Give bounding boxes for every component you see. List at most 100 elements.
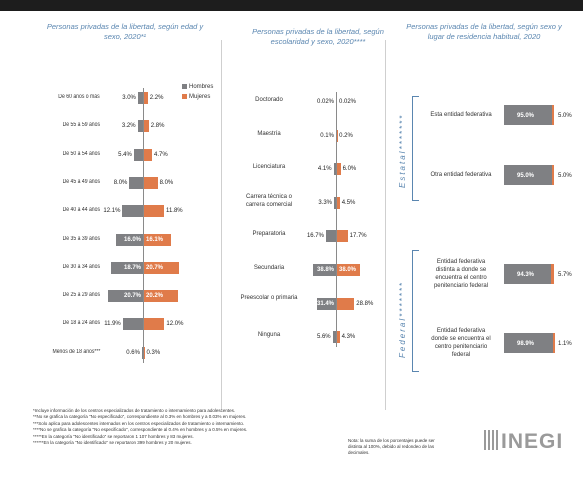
bar-female	[551, 264, 554, 284]
category-label: De 45 a 49 años	[62, 178, 100, 185]
bar-male	[141, 346, 143, 359]
category-label: Entidad federativa donde se encuentra el…	[431, 328, 491, 358]
bar-male	[332, 331, 336, 344]
bar-female	[337, 297, 355, 310]
bar-label-female: 17.7%	[349, 233, 367, 240]
bar-female	[144, 92, 148, 104]
footnote: *****En la categoría "No identificado" s…	[33, 433, 194, 439]
federal-bracket	[412, 250, 419, 372]
federal-group-label: Federal*******	[398, 281, 407, 358]
bar-label-female: 5.0%	[558, 113, 572, 119]
bar-male	[504, 165, 552, 185]
bar-label-female: 16.1%	[146, 236, 164, 243]
bar-label-female: 1.1%	[558, 341, 572, 347]
rounding-note: Nota: la suma de los porcentajes puede s…	[348, 438, 435, 455]
bar-label-female: 0.3%	[146, 349, 161, 356]
bar-label-male: 4.1%	[317, 166, 332, 173]
bar-female	[551, 105, 554, 125]
footnote: *Incluye información de los centros espe…	[33, 408, 236, 413]
bar-label-female: 20.7%	[146, 264, 164, 271]
category-label: De 40 a 44 años	[62, 207, 100, 214]
center-axis	[336, 92, 337, 348]
divider-2	[385, 40, 386, 410]
bar-female	[337, 264, 360, 276]
bar-label-male: 31.4%	[316, 300, 334, 307]
bar-male	[111, 261, 143, 274]
category-label: De 30 a 34 años	[62, 263, 100, 270]
bar-label-female: 0.2%	[339, 132, 353, 139]
center-axis	[143, 88, 144, 363]
bar-label-female: 20.2%	[146, 293, 164, 300]
bar-label-female: 11.8%	[166, 208, 183, 215]
footnote: ****No se grafica la categoría "No espec…	[33, 427, 248, 433]
bar-label-male: 38.8%	[316, 267, 334, 273]
legend-female: Mujeres	[182, 94, 213, 100]
category-label: Menos de 18 años***	[52, 348, 100, 355]
bar-male	[133, 148, 143, 161]
category-label: Licenciatura	[252, 164, 286, 171]
bar-label-female: 38.0%	[339, 267, 357, 273]
bar-label-male: 8.0%	[113, 179, 128, 186]
inegi-logo: INEGI	[484, 430, 563, 454]
bar-female	[337, 163, 341, 176]
bar-male	[334, 196, 336, 209]
top-bar	[0, 0, 583, 11]
bar-female	[551, 165, 554, 185]
bar-male	[137, 92, 143, 104]
footnote: ***Solo aplica para adolescentes interna…	[33, 420, 245, 426]
category-label: Secundaria	[253, 265, 285, 271]
bar-label-male: 3.2%	[121, 123, 136, 130]
category-label: Otra entidad federativa	[430, 172, 492, 178]
estatal-group-label: Estatal*******	[398, 113, 407, 188]
bar-label-female: 2.8%	[150, 123, 165, 130]
bar-label-female: 0.02%	[339, 99, 357, 105]
bar-label-male: 3.0%	[122, 95, 136, 101]
bar-label-male: 98.9%	[517, 341, 535, 347]
bar-label-female: 4.7%	[153, 151, 168, 158]
bar-label-female: 8.0%	[159, 179, 174, 186]
bar-label-female: 5.7%	[558, 272, 572, 278]
bar-male	[325, 230, 336, 243]
category-label: De 55 a 59 años	[62, 122, 100, 129]
bar-label-male: 16.7%	[306, 233, 324, 240]
bar-male	[504, 264, 552, 284]
bar-female	[337, 230, 348, 243]
bar-label-female: 28.8%	[356, 300, 374, 307]
bar-label-female: 6.0%	[342, 166, 357, 173]
category-label: Doctorado	[255, 97, 283, 103]
category-label: De 25 a 29 años	[62, 292, 100, 299]
category-label: Esta entidad federativa	[430, 112, 492, 118]
bar-label-male: 94.3%	[517, 272, 535, 278]
bar-female	[144, 148, 152, 161]
bar-label-male: 5.4%	[118, 151, 132, 158]
residence-panel-title: Personas privadas de la libertad, según …	[406, 22, 562, 41]
bar-male	[504, 105, 552, 125]
category-label: Carrera técnica o carrera comercial	[245, 193, 293, 208]
bar-female	[144, 290, 179, 303]
bar-male	[122, 318, 143, 331]
category-label: De 35 a 39 años	[62, 235, 100, 242]
category-label: Ninguna	[257, 332, 281, 339]
bar-label-male: 16.0%	[123, 236, 141, 243]
bar-label-male: 0.6%	[126, 349, 140, 356]
bar-male	[137, 120, 143, 133]
bar-label-male: 5.6%	[316, 334, 331, 341]
divider-1	[221, 40, 222, 410]
inegi-logo-text: INEGI	[501, 430, 564, 453]
category-label: De 18 a 24 años	[62, 320, 100, 327]
bar-female	[144, 346, 145, 359]
bar-label-female: 4.5%	[341, 199, 356, 206]
bar-male	[504, 333, 554, 353]
category-label: De 60 años o más	[58, 94, 100, 100]
category-label: Entidad federativa distinta a donde se e…	[433, 259, 489, 289]
bar-female	[553, 333, 555, 353]
footnote: ******En la categoría "No identificado" …	[33, 440, 192, 446]
age-panel-title: Personas privadas de la libertad, según …	[46, 22, 204, 41]
education-panel-title: Personas privadas de la libertad, según …	[252, 27, 384, 46]
legend-male: Hombres	[182, 84, 213, 90]
bar-label-male: 11.9%	[104, 321, 121, 328]
bar-female	[144, 233, 172, 246]
chart-legend: Hombres Mujeres	[182, 84, 213, 100]
bar-female	[337, 331, 340, 344]
inegi-logo-icon	[484, 430, 498, 450]
